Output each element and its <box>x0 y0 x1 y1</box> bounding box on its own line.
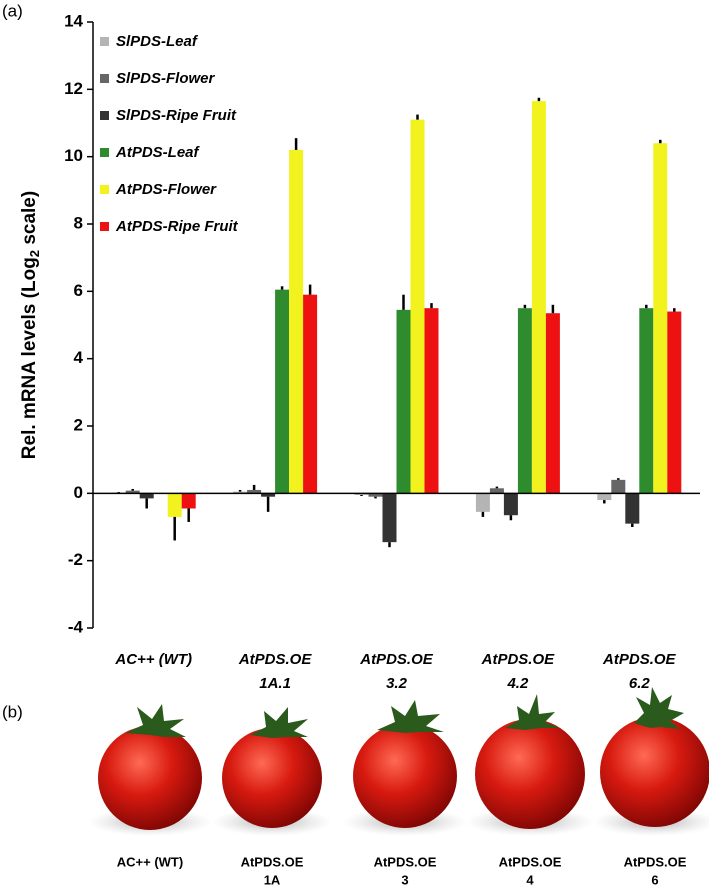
bar <box>503 493 518 516</box>
bar <box>181 493 196 509</box>
y-tick-label: 6 <box>74 281 83 300</box>
bar <box>639 308 654 494</box>
tomatoes <box>88 687 709 836</box>
bar <box>261 493 276 497</box>
x-tick-label: AC++ (WT) <box>114 651 192 668</box>
legend-label: SlPDS-Ripe Fruit <box>116 107 237 124</box>
panel-label: (b) <box>2 702 23 721</box>
panel-label: (a) <box>2 1 23 20</box>
bar <box>625 493 640 524</box>
bar <box>289 149 304 494</box>
photo-caption: 4 <box>526 872 534 887</box>
bar <box>611 479 626 494</box>
bar <box>139 493 154 499</box>
y-tick-label: 12 <box>64 79 83 98</box>
bar <box>653 143 668 494</box>
legend-swatch <box>100 185 109 194</box>
x-tick-label: AtPDS.OE <box>359 651 434 668</box>
photo-caption: 1A <box>264 872 281 887</box>
y-axis-label: Rel. mRNA levels (Log2 scale) <box>19 191 42 459</box>
bar <box>354 493 369 496</box>
bar <box>597 493 612 501</box>
y-tick-label: 8 <box>74 213 83 232</box>
x-tick-label: AtPDS.OE <box>481 651 556 668</box>
bar <box>517 308 532 494</box>
bar <box>475 493 490 512</box>
y-tick-label: 4 <box>74 348 84 367</box>
bar <box>233 491 248 494</box>
x-tick-label: 6.2 <box>629 675 651 692</box>
photo-caption: AtPDS.OE <box>241 854 304 869</box>
photo-caption: AC++ (WT) <box>117 854 183 869</box>
legend-swatch <box>100 74 109 83</box>
photo-caption: AtPDS.OE <box>499 854 562 869</box>
x-tick-label: AtPDS.OE <box>602 651 677 668</box>
bar <box>424 308 439 494</box>
bar <box>167 493 182 517</box>
x-tick-label: 4.2 <box>506 675 529 692</box>
bar <box>125 490 140 494</box>
photo-caption: 3 <box>401 872 408 887</box>
y-tick-label: -4 <box>68 617 84 636</box>
bar <box>303 294 318 494</box>
legend-swatch <box>100 111 109 120</box>
y-tick-label: 0 <box>74 483 83 502</box>
y-tick-label: 10 <box>64 146 83 165</box>
bar <box>275 289 290 494</box>
bar <box>545 313 560 494</box>
bar <box>531 101 546 494</box>
legend-label: SlPDS-Flower <box>116 70 216 87</box>
bar <box>410 119 425 494</box>
x-tick-label: 1A.1 <box>259 675 291 692</box>
legend-label: SlPDS-Leaf <box>116 33 199 50</box>
bar <box>396 309 411 494</box>
y-tick-label: 14 <box>64 11 83 30</box>
bar <box>489 488 504 494</box>
photo-caption: AtPDS.OE <box>624 854 687 869</box>
y-tick-label: 2 <box>74 415 83 434</box>
photo-caption: 6 <box>651 872 658 887</box>
legend-swatch <box>100 148 109 157</box>
legend-label: AtPDS-Ripe Fruit <box>115 218 239 235</box>
x-tick-label: 3.2 <box>386 675 408 692</box>
x-tick-label: AtPDS.OE <box>238 651 313 668</box>
legend-swatch <box>100 37 109 46</box>
bar <box>382 493 397 543</box>
photo-caption: AtPDS.OE <box>374 854 437 869</box>
legend-label: AtPDS-Flower <box>115 181 217 198</box>
bar <box>368 493 383 497</box>
y-tick-label: -2 <box>68 550 83 569</box>
bar <box>247 489 262 494</box>
bar <box>667 311 682 494</box>
legend-swatch <box>100 222 109 231</box>
legend-label: AtPDS-Leaf <box>115 144 201 161</box>
